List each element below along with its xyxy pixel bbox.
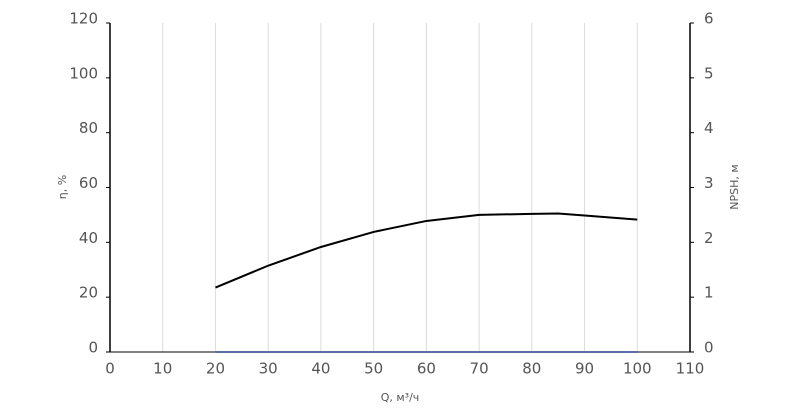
x-tick-label: 80 [522,360,541,378]
x-tick-label: 60 [417,360,436,378]
x-tick-label: 90 [575,360,594,378]
series-line [215,212,638,289]
y-tick-label: 20 [79,284,98,302]
x-tick-label: 10 [153,360,172,378]
x-tick-label: 50 [364,360,383,378]
y-tick-label: 0 [88,339,98,357]
y2-tick-label: 1 [704,284,714,302]
x-tick-label: 110 [676,360,705,378]
x-tick-label: 30 [259,360,278,378]
y-tick-label: 100 [69,64,98,82]
y2-tick-label: 2 [704,229,714,247]
y2-tick-label: 5 [704,64,714,82]
x-tick-label: 70 [470,360,489,378]
y2-tick-label: 0 [704,339,714,357]
y-axis-title: η, % [56,175,69,199]
y2-axis-title: NPSH, м [728,164,741,209]
y-tick-label: 60 [79,174,98,192]
x-tick-label: 40 [311,360,330,378]
y2-tick-label: 6 [704,10,714,28]
y-tick-label: 120 [69,10,98,28]
x-tick-label: 100 [623,360,652,378]
y2-tick-label: 3 [704,174,714,192]
x-tick-label: 20 [206,360,225,378]
x-tick-label: 0 [105,360,115,378]
y2-tick-label: 4 [704,119,714,137]
y-tick-label: 80 [79,119,98,137]
y-tick-label: 40 [79,229,98,247]
x-axis-title: Q, м³/ч [381,391,420,404]
